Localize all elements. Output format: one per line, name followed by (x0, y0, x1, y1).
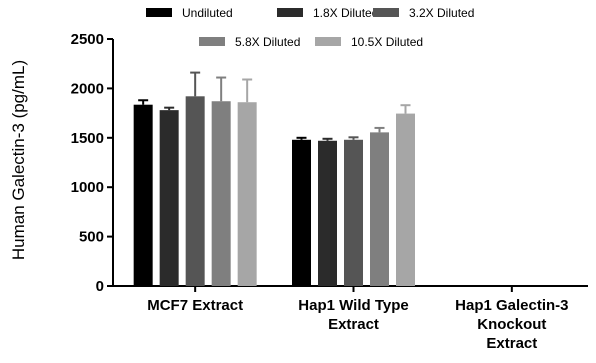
bar (211, 101, 231, 286)
bar (133, 104, 153, 287)
legend-swatch (277, 8, 303, 17)
x-tick-label-line: Hap1 Galectin-3 (455, 297, 568, 314)
x-tick-label: Hap1 Wild Type Extract (298, 297, 408, 333)
legend-label: 10.5X Diluted (351, 35, 423, 49)
x-tick-label: MCF7 Extract (147, 297, 243, 314)
bar (185, 96, 205, 286)
x-tick-label-line: Hap1 Wild Type (298, 297, 408, 314)
y-axis-label: Human Galectin-3 (pg/mL) (9, 60, 28, 260)
y-tick-label: 1500 (71, 130, 104, 147)
x-tick-label-line: Knockout (477, 316, 546, 333)
y-axis: 0 500 1000 1500 2000 2500 (71, 31, 114, 295)
x-tick-label-line: Extract (328, 316, 379, 333)
legend-swatch (199, 37, 225, 46)
legend-label: Undiluted (182, 6, 233, 20)
legend-label: 3.2X Diluted (409, 6, 474, 20)
bar (396, 113, 415, 287)
y-tick-label: 0 (96, 278, 104, 295)
legend-swatch (146, 8, 172, 17)
bars (133, 71, 415, 287)
bar (370, 132, 389, 286)
y-tick-label: 2500 (71, 31, 104, 48)
y-tick-label: 500 (79, 229, 104, 246)
bar (292, 139, 311, 286)
x-tick-label: Hap1 Galectin-3 Knockout Extract (455, 297, 568, 352)
x-tick-label-line: MCF7 Extract (147, 297, 243, 314)
bar (159, 110, 179, 286)
legend-label: 1.8X Diluted (313, 6, 378, 20)
bar (318, 140, 337, 286)
legend: Undiluted 1.8X Diluted 3.2X Diluted 5.8X Di… (146, 6, 474, 49)
bar (344, 139, 363, 286)
legend-swatch (315, 37, 341, 46)
x-tick-label-line: Extract (486, 335, 537, 352)
y-tick-label: 1000 (71, 179, 104, 196)
bar (237, 102, 257, 287)
legend-swatch (373, 8, 399, 17)
y-tick-label: 2000 (71, 80, 104, 97)
legend-label: 5.8X Diluted (235, 35, 300, 49)
